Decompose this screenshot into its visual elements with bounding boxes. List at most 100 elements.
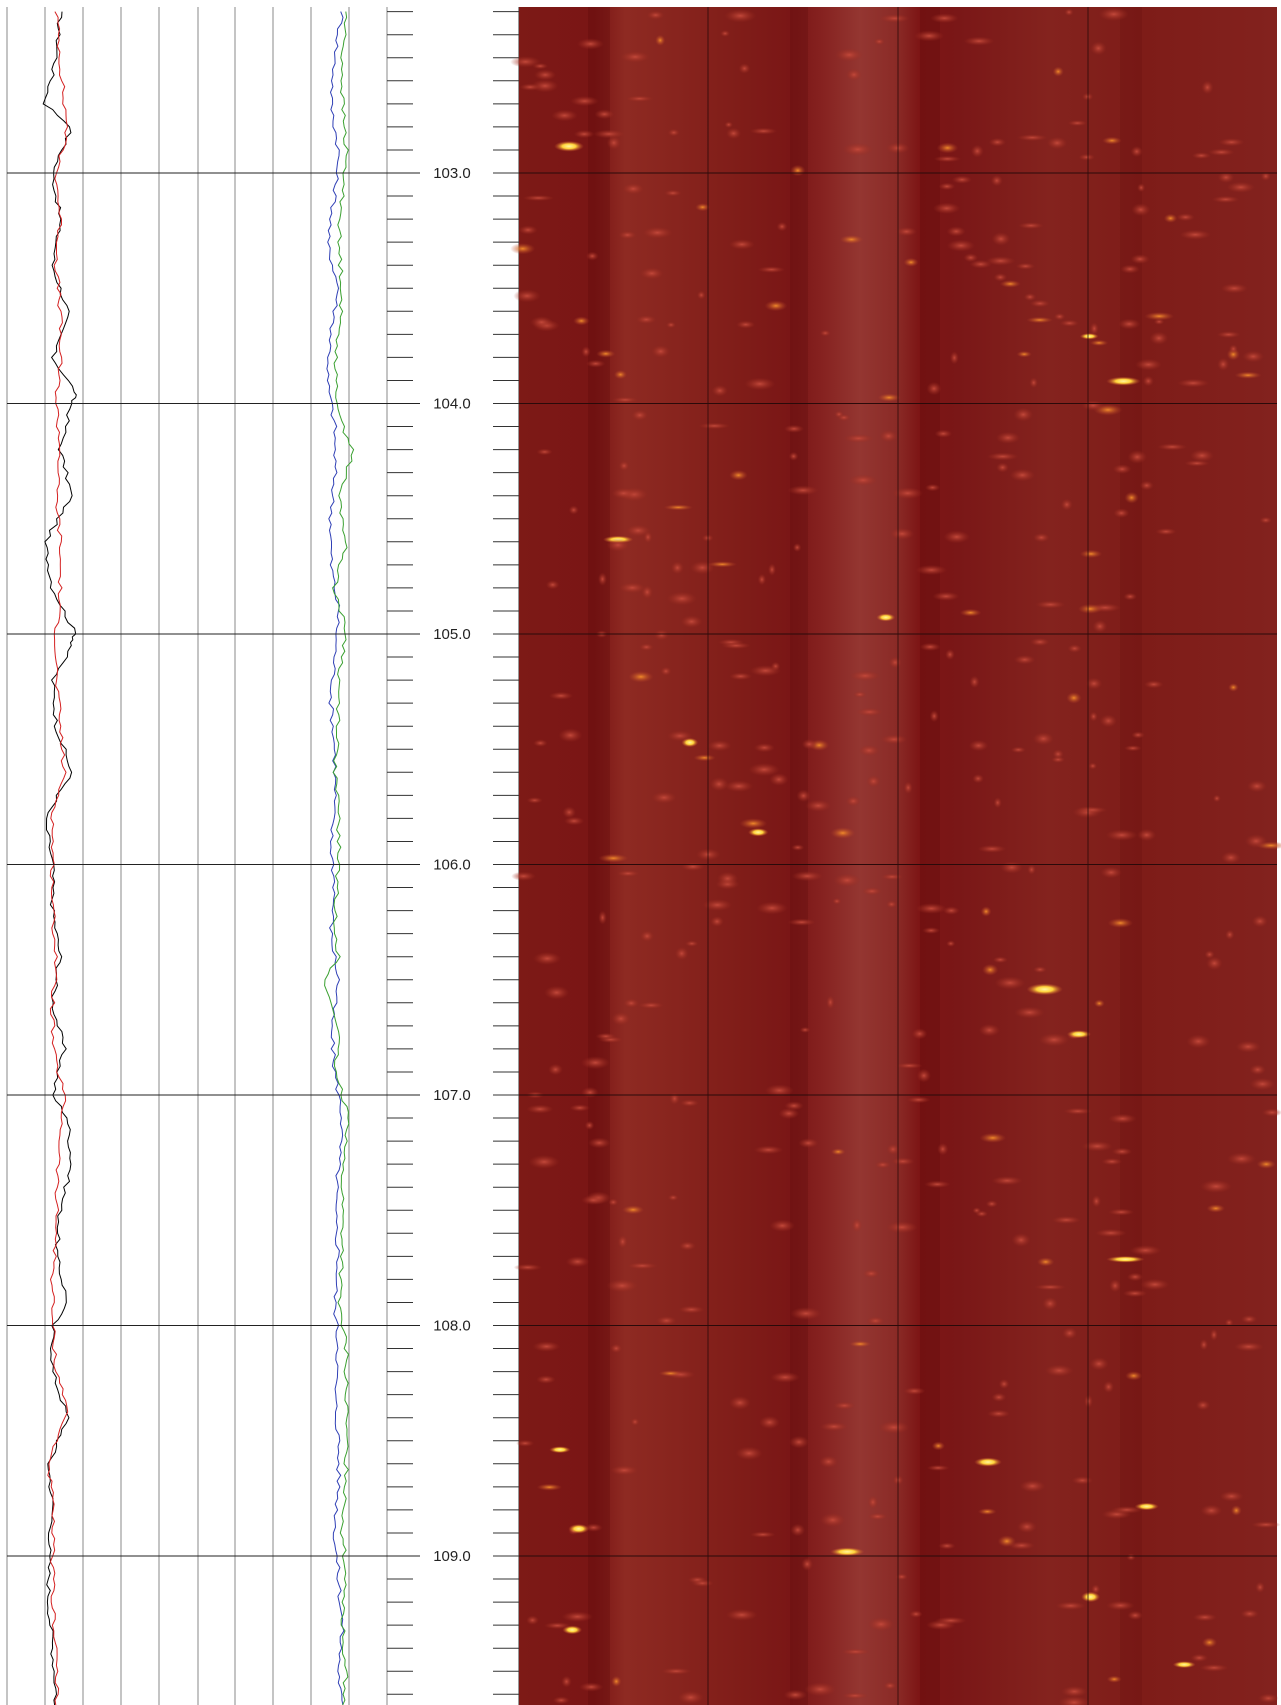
image-speckle bbox=[1109, 1279, 1121, 1293]
image-speckle bbox=[759, 1415, 780, 1429]
image-speckle bbox=[1144, 312, 1175, 321]
image-speckle bbox=[990, 174, 1003, 187]
image-speckle bbox=[1067, 644, 1082, 653]
image-speckle bbox=[1113, 508, 1130, 518]
image-speckle bbox=[530, 316, 553, 329]
image-speckle bbox=[1217, 357, 1230, 371]
image-speckle bbox=[1111, 1147, 1133, 1156]
image-speckle bbox=[573, 316, 590, 326]
image-speckle bbox=[617, 870, 640, 877]
image-speckle bbox=[611, 487, 636, 499]
image-speckle bbox=[642, 226, 673, 239]
image-speckle bbox=[569, 1104, 590, 1112]
image-speckle bbox=[801, 1557, 814, 1571]
depth-label: 106.0 bbox=[433, 857, 471, 874]
image-speckle bbox=[681, 862, 705, 871]
image-speckle bbox=[925, 483, 941, 492]
image-speckle bbox=[969, 259, 992, 269]
image-speckle bbox=[1126, 1553, 1136, 1561]
depth-track: 103.0 104.0 105.0 106.0 107.0 108.0 109.0 bbox=[387, 7, 520, 1705]
image-speckle bbox=[1211, 195, 1240, 203]
image-speckle bbox=[867, 1495, 879, 1509]
image-speckle bbox=[749, 665, 782, 677]
image-speckle bbox=[691, 1579, 714, 1587]
image-speckle bbox=[756, 901, 788, 915]
image-speckle bbox=[801, 739, 817, 750]
image-speckle bbox=[666, 591, 698, 606]
image-speckle bbox=[790, 164, 806, 177]
image-speckle bbox=[909, 1610, 923, 1618]
image-speckle bbox=[841, 1648, 871, 1656]
image-speckle bbox=[1262, 1108, 1281, 1117]
image-speckle bbox=[610, 1343, 622, 1353]
depth-label: 109.0 bbox=[433, 1548, 471, 1565]
image-speckle bbox=[851, 1218, 863, 1233]
image-speckle bbox=[1102, 136, 1122, 145]
image-speckle bbox=[874, 1161, 891, 1169]
image-dark-band bbox=[920, 7, 940, 1705]
image-speckle bbox=[1200, 1504, 1223, 1517]
image-speckle bbox=[707, 561, 737, 568]
image-speckle bbox=[707, 740, 732, 752]
image-speckle bbox=[1206, 956, 1223, 971]
image-speckle bbox=[680, 615, 703, 628]
image-speckle bbox=[946, 226, 966, 237]
image-speckle bbox=[799, 1026, 811, 1033]
image-speckle bbox=[1139, 480, 1154, 491]
image-speckle bbox=[862, 887, 882, 896]
image-speckle bbox=[1027, 864, 1036, 875]
image-speckle bbox=[526, 1615, 539, 1625]
image-speckle bbox=[1130, 254, 1150, 264]
image-speckle bbox=[638, 1001, 664, 1009]
image-speckle bbox=[998, 1379, 1010, 1389]
image-speckle bbox=[548, 691, 574, 700]
image-speckle bbox=[526, 1104, 554, 1114]
image-speckle bbox=[753, 1145, 784, 1155]
image-speckle bbox=[1108, 1113, 1137, 1124]
curve-track-2 bbox=[234, 7, 388, 1705]
image-speckle bbox=[888, 656, 902, 669]
image-speckle bbox=[1127, 1610, 1143, 1620]
image-speckle bbox=[757, 573, 767, 586]
image-speckle bbox=[754, 743, 775, 753]
image-speckle bbox=[1038, 1033, 1070, 1047]
image-speckle bbox=[611, 396, 639, 403]
image-speckle bbox=[1011, 1233, 1031, 1247]
image-speckle bbox=[1228, 683, 1239, 692]
image-speckle bbox=[1064, 8, 1074, 16]
image-speckle bbox=[1044, 1364, 1074, 1377]
image-speckle bbox=[1234, 371, 1262, 379]
image-speckle bbox=[1258, 1693, 1279, 1704]
image-speckle bbox=[534, 69, 557, 81]
image-speckle bbox=[877, 393, 901, 402]
image-speckle bbox=[1172, 1661, 1196, 1669]
image-speckle bbox=[980, 906, 992, 917]
image-speckle bbox=[1014, 1006, 1045, 1019]
image-speckle bbox=[610, 1465, 639, 1476]
image-speckle bbox=[1219, 1491, 1244, 1502]
image-speckle bbox=[606, 538, 630, 552]
image-speckle bbox=[903, 257, 919, 267]
image-speckle bbox=[709, 777, 729, 792]
image-speckle bbox=[843, 434, 874, 443]
image-speckle bbox=[750, 1531, 776, 1538]
image-speckle bbox=[1242, 350, 1264, 363]
image-speckle bbox=[1089, 322, 1099, 335]
image-speckle bbox=[1157, 443, 1188, 451]
image-speckle bbox=[1099, 714, 1117, 728]
image-speckle bbox=[790, 1307, 822, 1320]
image-speckle bbox=[889, 527, 915, 540]
image-speckle bbox=[581, 1086, 599, 1098]
image-speckle bbox=[1190, 449, 1214, 462]
image-speckle bbox=[862, 1269, 880, 1278]
image-speckle bbox=[513, 1263, 542, 1271]
image-speckle bbox=[879, 430, 898, 443]
image-speckle bbox=[848, 474, 878, 487]
image-speckle bbox=[1127, 1272, 1144, 1282]
image-speckle bbox=[1127, 450, 1147, 464]
image-speckle bbox=[963, 36, 995, 46]
image-speckle bbox=[1079, 549, 1103, 559]
image-speckle bbox=[679, 1241, 696, 1251]
image-speckle bbox=[748, 763, 780, 777]
image-speckle bbox=[1110, 1506, 1143, 1514]
